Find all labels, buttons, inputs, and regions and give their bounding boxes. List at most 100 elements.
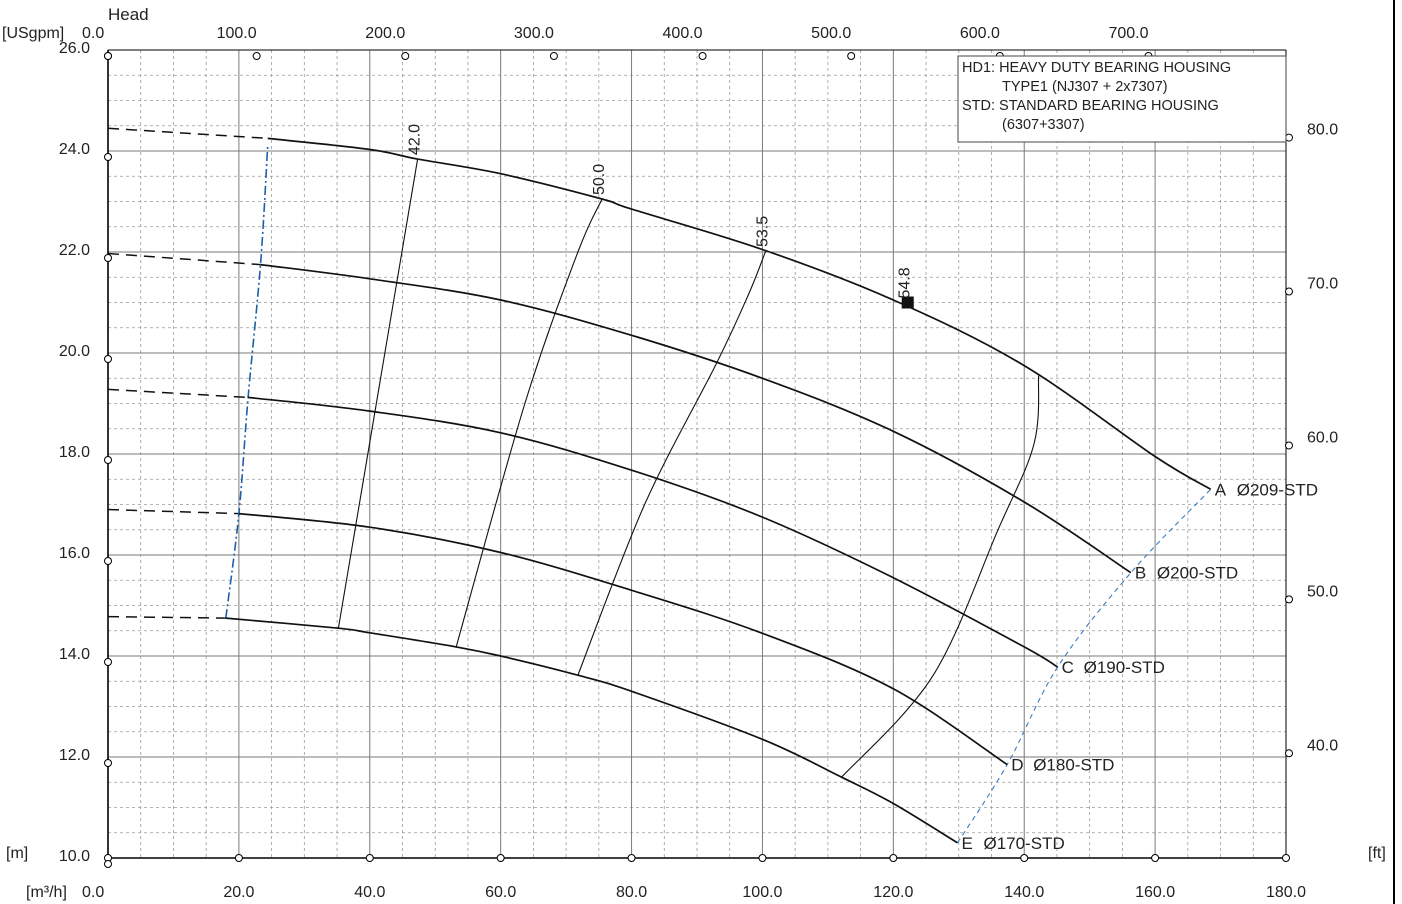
x-tick-mark xyxy=(365,854,374,862)
curve-letter-D: D xyxy=(1011,756,1023,775)
y2-tick-mark xyxy=(1285,133,1293,142)
x2-tick-label: 300.0 xyxy=(514,25,554,42)
legend-box: HD1: HEAVY DUTY BEARING HOUSING TYPE1 (NJ… xyxy=(957,55,1287,143)
x-tick-mark xyxy=(1020,854,1029,862)
curve-letter-C: C xyxy=(1062,658,1074,677)
legend-line: HD1: HEAVY DUTY BEARING HOUSING xyxy=(962,60,1231,76)
y-tick-mark xyxy=(104,557,112,565)
y2-tick-label: 40.0 xyxy=(1307,737,1338,754)
y-tick-mark xyxy=(104,153,112,161)
y2-tick-label: 80.0 xyxy=(1307,122,1338,139)
y-tick-label: 26.0 xyxy=(59,40,90,57)
curve-label-B: Ø200-STD xyxy=(1157,564,1238,583)
curve-label-E: Ø170-STD xyxy=(983,834,1064,853)
x-tick-label: 100.0 xyxy=(742,884,782,901)
y-tick-mark xyxy=(104,860,112,868)
curve-B xyxy=(260,263,1132,574)
y-tick-label: 22.0 xyxy=(59,242,90,259)
y2-tick-mark xyxy=(1285,287,1293,296)
y2-tick-mark xyxy=(1285,441,1293,450)
x2-tick-mark xyxy=(252,52,261,60)
x-tick-label: 20.0 xyxy=(223,884,254,901)
x-tick-mark xyxy=(758,854,767,862)
x-tick-mark xyxy=(496,854,505,862)
y-tick-label: 16.0 xyxy=(59,545,90,562)
head-label: Head xyxy=(108,5,149,24)
efficiency-label: 50.0 xyxy=(591,164,608,195)
y-tick-mark xyxy=(104,456,112,464)
y-tick-label: 24.0 xyxy=(59,141,90,158)
chart-labels: 0.0 20.0 40.0 60.0 80.0 100.0 120.0 140.0 160.0 1… xyxy=(59,25,1338,901)
x2-tick-label: 400.0 xyxy=(663,25,703,42)
y2-tick-mark xyxy=(1285,749,1293,758)
curve-letter-A: A xyxy=(1215,480,1227,499)
curve-A xyxy=(267,137,1212,491)
top-unit-label: [USgpm] xyxy=(2,25,64,42)
x2-tick-mark xyxy=(698,52,707,60)
y-tick-mark xyxy=(104,355,112,363)
x2-tick-label: 500.0 xyxy=(811,25,851,42)
curve-letter-B: B xyxy=(1135,564,1146,583)
x-tick-label: 180.0 xyxy=(1266,884,1306,901)
x2-tick-label: 100.0 xyxy=(217,25,257,42)
x2-tick-label: 0.0 xyxy=(82,25,104,42)
legend-line: STD: STANDARD BEARING HOUSING xyxy=(962,98,1219,114)
x-tick-label: 0.0 xyxy=(82,884,104,901)
x-tick-label: 160.0 xyxy=(1135,884,1175,901)
y-tick-mark xyxy=(104,658,112,666)
right-unit-label: [ft] xyxy=(1368,845,1386,862)
efficiency-contour xyxy=(337,159,419,629)
x-tick-label: 40.0 xyxy=(354,884,385,901)
x2-tick-label: 700.0 xyxy=(1108,25,1148,42)
legend-line: TYPE1 (NJ307 + 2x7307) xyxy=(1002,79,1168,95)
efficiency-label: 54.8 xyxy=(897,267,914,298)
y-tick-mark xyxy=(104,52,112,60)
x2-tick-mark xyxy=(847,52,856,60)
grid xyxy=(107,49,1287,859)
x-tick-label: 60.0 xyxy=(485,884,516,901)
x-tick-label: 80.0 xyxy=(616,884,647,901)
x-tick-mark xyxy=(1282,854,1290,862)
efficiency-label: 53.5 xyxy=(755,216,772,247)
y2-tick-label: 60.0 xyxy=(1307,429,1338,446)
low-flow-extension xyxy=(107,252,261,266)
y-tick-mark xyxy=(104,759,112,767)
efficiency-label: 42.0 xyxy=(407,124,424,155)
legend-line: (6307+3307) xyxy=(1002,117,1085,133)
curves xyxy=(107,127,1212,844)
low-flow-extension xyxy=(107,388,249,399)
curve-C xyxy=(248,396,1059,668)
x-tick-mark xyxy=(627,854,636,862)
x-tick-mark xyxy=(1151,854,1160,862)
efficiency-contour xyxy=(455,198,603,648)
legend-frame xyxy=(957,55,1287,143)
x2-tick-mark xyxy=(401,52,410,60)
x-tick-label: 140.0 xyxy=(1004,884,1044,901)
bep-marker xyxy=(901,296,914,309)
efficiency-contour xyxy=(577,250,767,676)
x2-tick-label: 200.0 xyxy=(365,25,405,42)
y-tick-label: 14.0 xyxy=(59,646,90,663)
x-tick-label: 120.0 xyxy=(873,884,913,901)
x2-tick-label: 600.0 xyxy=(960,25,1000,42)
y2-tick-label: 70.0 xyxy=(1307,276,1338,293)
low-flow-extension xyxy=(107,508,239,515)
curve-label-D: Ø180-STD xyxy=(1033,756,1114,775)
y-tick-label: 20.0 xyxy=(59,343,90,360)
y-tick-label: 12.0 xyxy=(59,747,90,764)
x2-tick-mark xyxy=(549,52,558,60)
min-flow-line xyxy=(225,145,269,619)
curve-label-A: Ø209-STD xyxy=(1237,480,1318,499)
y-tick-label: 10.0 xyxy=(59,848,90,865)
y-tick-label: 18.0 xyxy=(59,444,90,461)
curve-label-C: Ø190-STD xyxy=(1084,658,1165,677)
markers xyxy=(104,52,1293,868)
x-tick-mark xyxy=(889,854,898,862)
y-tick-mark xyxy=(104,254,112,262)
y2-tick-mark xyxy=(1285,595,1293,604)
y2-tick-label: 50.0 xyxy=(1307,583,1338,600)
left-unit-label: [m] xyxy=(6,845,28,862)
efficiency-contour xyxy=(841,375,1040,778)
x-tick-mark xyxy=(234,854,243,862)
